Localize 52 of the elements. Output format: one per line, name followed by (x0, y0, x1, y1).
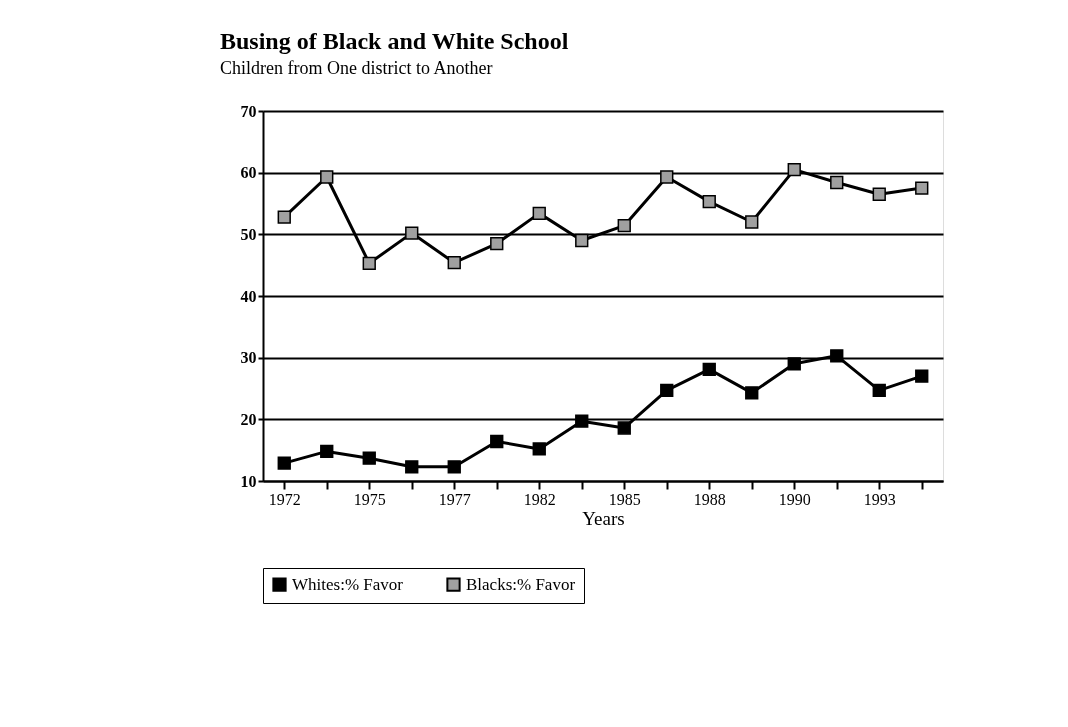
point (745, 215, 759, 229)
point (532, 206, 546, 221)
chart-subtitle: Children from One district to Another (220, 58, 493, 78)
chart-title: Busing of Black and White School (220, 28, 569, 54)
x-tick-label: 1993 (863, 490, 896, 508)
x-tick-label: 1972 (268, 490, 301, 508)
x-tick-label: 1985 (608, 490, 641, 508)
point (702, 194, 716, 209)
legend-label: Whites:% Favor (292, 574, 404, 594)
point (490, 434, 504, 449)
point (447, 460, 461, 474)
x-axis-title: Years (582, 507, 625, 529)
point (405, 460, 419, 474)
y-tick-label: 70 (240, 102, 257, 120)
y-tick-label: 60 (240, 164, 257, 182)
point (447, 256, 461, 270)
point (660, 383, 674, 398)
point (787, 357, 801, 371)
point (320, 444, 334, 459)
x-tick-label: 1982 (523, 490, 556, 508)
point (915, 369, 929, 383)
point (915, 181, 929, 195)
y-tick-label: 10 (240, 472, 257, 490)
point (830, 349, 844, 363)
point (575, 233, 589, 248)
point (277, 210, 291, 224)
point (617, 219, 631, 233)
x-tick-label: 1988 (693, 490, 726, 508)
x-tick-label: 1977 (438, 490, 471, 508)
point (872, 187, 886, 201)
point (830, 175, 844, 190)
point (320, 170, 334, 184)
point (660, 170, 674, 184)
point (490, 236, 504, 251)
legend-label: Blacks:% Favor (466, 574, 576, 594)
point (617, 421, 631, 435)
point (702, 362, 716, 377)
point (277, 456, 291, 470)
point (745, 386, 759, 400)
y-tick-label: 40 (240, 287, 257, 305)
x-tick-label: 1990 (778, 490, 811, 508)
y-tick-label: 50 (240, 225, 257, 243)
y-tick-label: 20 (240, 410, 257, 428)
point (362, 451, 376, 465)
point (872, 383, 886, 398)
y-tick-label: 30 (240, 349, 257, 367)
point (362, 256, 376, 270)
point (575, 414, 589, 428)
x-tick-label: 1975 (353, 490, 386, 508)
point (532, 442, 546, 456)
point (787, 162, 801, 177)
point (405, 226, 419, 240)
